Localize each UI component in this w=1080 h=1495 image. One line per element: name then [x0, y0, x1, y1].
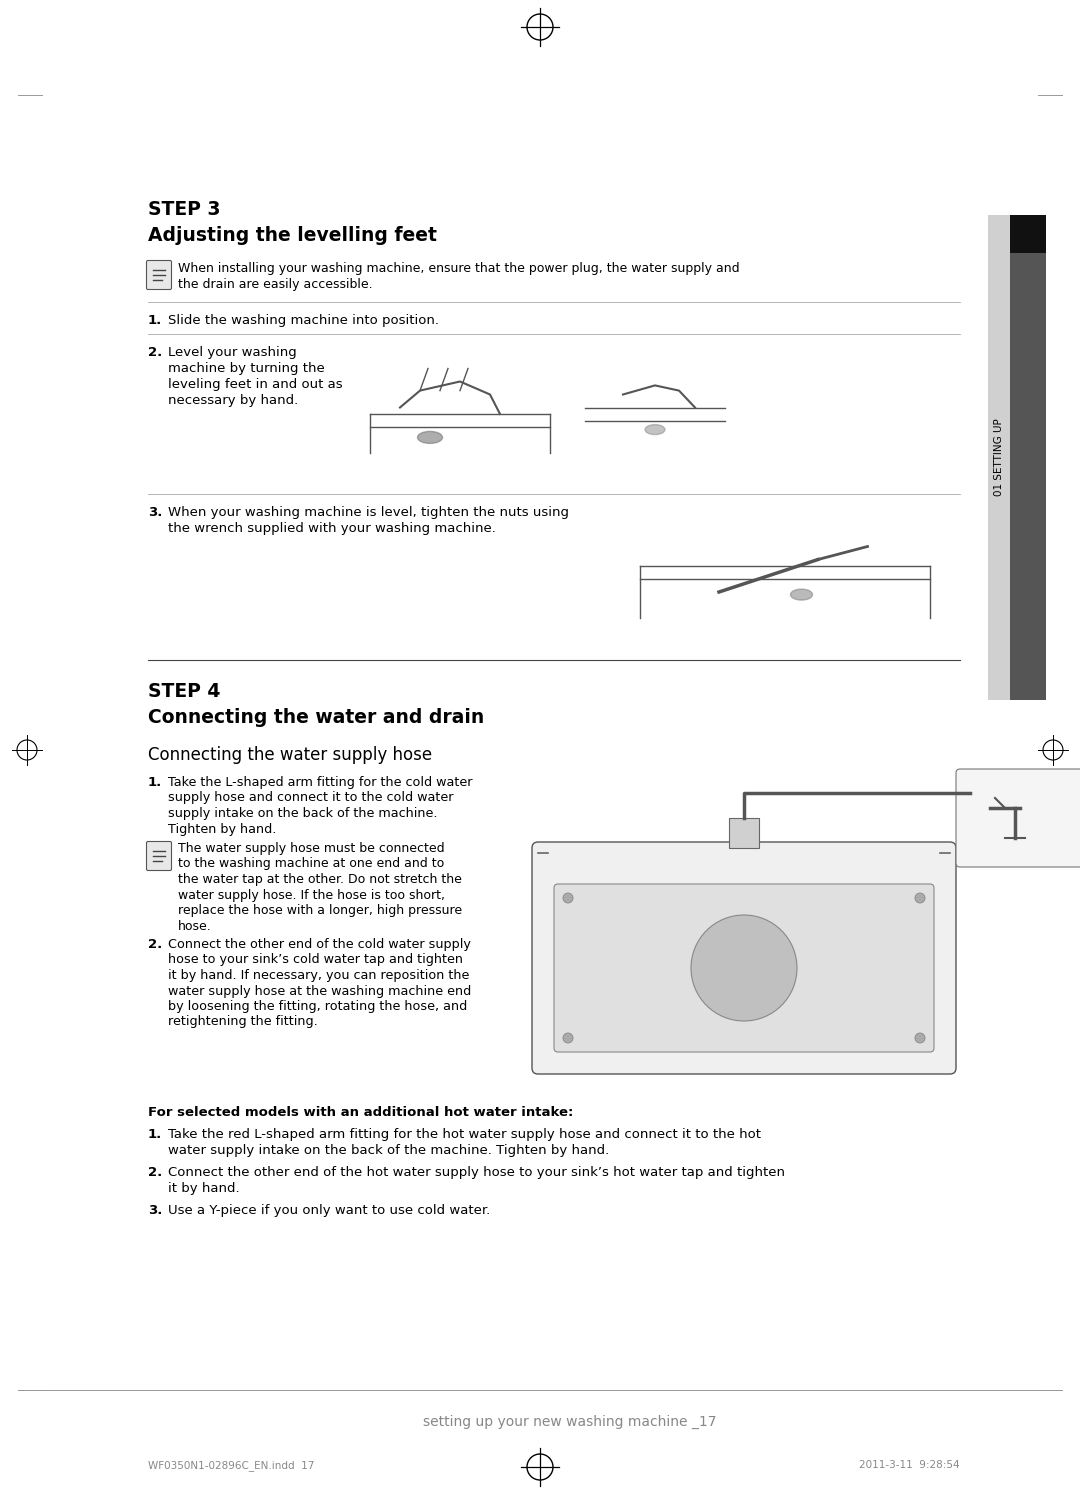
- Text: retightening the fitting.: retightening the fitting.: [168, 1015, 318, 1029]
- Ellipse shape: [645, 425, 665, 435]
- Circle shape: [915, 893, 924, 903]
- Text: machine by turning the: machine by turning the: [168, 362, 325, 375]
- Text: 3.: 3.: [148, 505, 162, 519]
- Text: 2011-3-11  9:28:54: 2011-3-11 9:28:54: [860, 1461, 960, 1470]
- Text: supply intake on the back of the machine.: supply intake on the back of the machine…: [168, 807, 437, 819]
- Text: 1.: 1.: [148, 314, 162, 327]
- Text: 3.: 3.: [148, 1203, 162, 1217]
- Text: Use a Y-piece if you only want to use cold water.: Use a Y-piece if you only want to use co…: [168, 1203, 490, 1217]
- Text: supply hose and connect it to the cold water: supply hose and connect it to the cold w…: [168, 791, 454, 804]
- Circle shape: [563, 893, 573, 903]
- Text: leveling feet in and out as: leveling feet in and out as: [168, 378, 342, 392]
- Text: Connect the other end of the hot water supply hose to your sink’s hot water tap : Connect the other end of the hot water s…: [168, 1166, 785, 1180]
- Text: For selected models with an additional hot water intake:: For selected models with an additional h…: [148, 1106, 573, 1118]
- Text: 1.: 1.: [148, 776, 162, 789]
- Text: it by hand. If necessary, you can reposition the: it by hand. If necessary, you can reposi…: [168, 969, 470, 982]
- Text: Adjusting the levelling feet: Adjusting the levelling feet: [148, 226, 437, 245]
- Bar: [988, 215, 1010, 700]
- Text: water supply hose at the washing machine end: water supply hose at the washing machine…: [168, 985, 471, 997]
- Text: WF0350N1-02896C_EN.indd  17: WF0350N1-02896C_EN.indd 17: [148, 1461, 314, 1471]
- Text: When your washing machine is level, tighten the nuts using: When your washing machine is level, tigh…: [168, 505, 569, 519]
- Text: 01 SETTING UP: 01 SETTING UP: [994, 419, 1004, 496]
- Text: setting up your new washing machine _17: setting up your new washing machine _17: [423, 1414, 717, 1429]
- Text: Connecting the water supply hose: Connecting the water supply hose: [148, 746, 432, 764]
- Text: necessary by hand.: necessary by hand.: [168, 395, 298, 407]
- FancyBboxPatch shape: [532, 842, 956, 1073]
- Ellipse shape: [418, 432, 443, 444]
- FancyBboxPatch shape: [554, 884, 934, 1052]
- Text: by loosening the fitting, rotating the hose, and: by loosening the fitting, rotating the h…: [168, 1000, 468, 1014]
- FancyBboxPatch shape: [147, 260, 172, 290]
- Text: STEP 3: STEP 3: [148, 200, 220, 218]
- Text: water supply intake on the back of the machine. Tighten by hand.: water supply intake on the back of the m…: [168, 1144, 609, 1157]
- Text: Connecting the water and drain: Connecting the water and drain: [148, 709, 484, 727]
- Text: to the washing machine at one end and to: to the washing machine at one end and to: [178, 858, 444, 870]
- Bar: [729, 818, 759, 848]
- Text: water supply hose. If the hose is too short,: water supply hose. If the hose is too sh…: [178, 888, 445, 901]
- Circle shape: [691, 915, 797, 1021]
- Text: Take the L-shaped arm fitting for the cold water: Take the L-shaped arm fitting for the co…: [168, 776, 473, 789]
- Text: The water supply hose must be connected: The water supply hose must be connected: [178, 842, 445, 855]
- Text: 2.: 2.: [148, 937, 162, 951]
- Text: the water tap at the other. Do not stretch the: the water tap at the other. Do not stret…: [178, 873, 462, 887]
- Bar: [1010, 215, 1047, 253]
- Circle shape: [563, 1033, 573, 1044]
- Text: hose.: hose.: [178, 919, 212, 933]
- Text: Tighten by hand.: Tighten by hand.: [168, 822, 276, 836]
- Text: the drain are easily accessible.: the drain are easily accessible.: [178, 278, 373, 292]
- Text: it by hand.: it by hand.: [168, 1183, 240, 1195]
- FancyBboxPatch shape: [147, 842, 172, 870]
- Text: STEP 4: STEP 4: [148, 682, 220, 701]
- Ellipse shape: [791, 589, 812, 599]
- Text: 2.: 2.: [148, 345, 162, 359]
- Text: hose to your sink’s cold water tap and tighten: hose to your sink’s cold water tap and t…: [168, 954, 463, 966]
- FancyBboxPatch shape: [956, 768, 1080, 867]
- Text: Level your washing: Level your washing: [168, 345, 297, 359]
- Text: the wrench supplied with your washing machine.: the wrench supplied with your washing ma…: [168, 522, 496, 535]
- Text: replace the hose with a longer, high pressure: replace the hose with a longer, high pre…: [178, 904, 462, 916]
- Text: When installing your washing machine, ensure that the power plug, the water supp: When installing your washing machine, en…: [178, 262, 740, 275]
- Text: 1.: 1.: [148, 1129, 162, 1141]
- Text: 2.: 2.: [148, 1166, 162, 1180]
- Text: Slide the washing machine into position.: Slide the washing machine into position.: [168, 314, 438, 327]
- Bar: [1010, 215, 1047, 700]
- Text: Take the red L-shaped arm fitting for the hot water supply hose and connect it t: Take the red L-shaped arm fitting for th…: [168, 1129, 761, 1141]
- Circle shape: [915, 1033, 924, 1044]
- Text: Connect the other end of the cold water supply: Connect the other end of the cold water …: [168, 937, 471, 951]
